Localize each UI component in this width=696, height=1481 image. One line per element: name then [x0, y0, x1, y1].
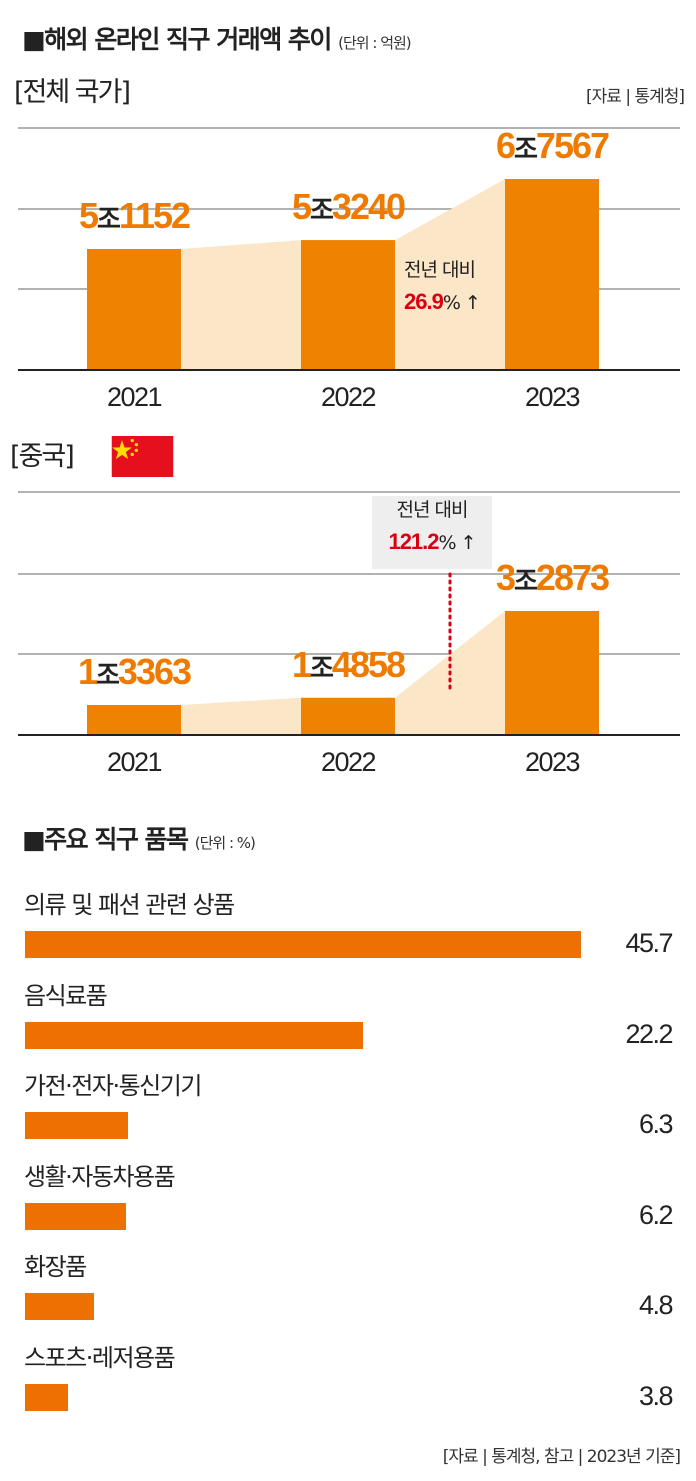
item-bar	[25, 931, 582, 958]
value-label-jo: 3	[495, 556, 516, 598]
value-label-jo: 1	[291, 643, 312, 685]
main-unit: (단위 : 억원)	[338, 34, 411, 52]
item-value: 22.2	[625, 1018, 673, 1049]
item-value: 45.7	[625, 928, 673, 958]
chart2-plot	[18, 491, 680, 736]
value-label-rest: 3363	[117, 650, 192, 692]
footer-source: [자료 | 통계청, 참고 | 2023년 기준]	[442, 1447, 681, 1467]
item-label: 생활·자동차용품	[24, 1162, 176, 1191]
chart1-annotation: 전년 대비 26.9% ↑	[404, 256, 481, 318]
chart3-title-text: ■주요 직구 품목	[22, 825, 189, 854]
value-label-jo: 5	[78, 194, 99, 236]
x-tick-label: 2023	[524, 747, 581, 777]
value-label-jo: 5	[291, 186, 312, 228]
bar-2023	[505, 610, 599, 735]
value-label-jo: 6	[495, 125, 516, 166]
item-value: 4.8	[638, 1290, 674, 1320]
chart1-plot	[18, 127, 680, 371]
item-bar	[25, 1112, 128, 1139]
value-label-joword: 조	[310, 195, 334, 226]
value-label-rest: 7567	[535, 125, 610, 166]
value-label-joword: 조	[514, 565, 538, 596]
chart3-unit: (단위 : %)	[194, 834, 256, 852]
chart1-title: [전체 국가]	[14, 77, 131, 108]
item-value: 3.8	[638, 1380, 674, 1411]
value-label-rest: 2873	[535, 556, 610, 598]
chart2-title: [중국]	[10, 441, 75, 472]
item-label: 음식료품	[24, 981, 108, 1010]
bar-2022	[301, 240, 395, 370]
bar-2021	[87, 704, 181, 735]
china-flag-icon	[111, 436, 174, 477]
item-bar	[25, 1293, 94, 1320]
annotation-pct: 26.9	[404, 288, 444, 314]
value-label-rest: 1152	[118, 194, 191, 236]
value-label-joword: 조	[514, 134, 538, 164]
value-label-joword: 조	[310, 652, 334, 683]
x-tick-label: 2022	[320, 747, 377, 777]
bar-2023	[505, 179, 599, 370]
value-label: 5조1152	[78, 194, 191, 237]
up-arrow-icon: ↑	[464, 291, 481, 314]
item-label: 스포츠·레저용품	[24, 1343, 176, 1372]
chart2-annotation: 전년 대비 121.2% ↑	[372, 496, 492, 569]
item-label: 의류 및 패션 관련 상품	[24, 891, 235, 919]
chart3-title: ■주요 직구 품목 (단위 : %)	[22, 820, 256, 856]
value-label-jo: 1	[77, 650, 98, 692]
annotation-text: 전년 대비	[404, 259, 476, 281]
item-bar	[25, 1383, 68, 1411]
x-tick-label: 2021	[106, 382, 163, 412]
x-tick-label: 2023	[524, 382, 581, 412]
annotation-text: 전년 대비	[396, 499, 469, 521]
value-label: 6조7567	[495, 125, 610, 167]
value-label: 1조3363	[77, 650, 192, 693]
value-label-rest: 3240	[331, 186, 406, 228]
value-label: 3조2873	[495, 556, 610, 599]
item-bar	[25, 1202, 126, 1230]
item-value: 6.2	[638, 1199, 674, 1230]
annotation-pct: 121.2	[388, 528, 439, 554]
up-arrow-icon: ↑	[460, 531, 477, 554]
x-tick-label: 2022	[320, 382, 377, 412]
value-label-rest: 4858	[331, 643, 406, 685]
value-label-joword: 조	[96, 659, 120, 690]
annotation-pct-unit: %	[438, 531, 457, 554]
value-label-joword: 조	[97, 203, 121, 234]
bar-2022	[301, 697, 395, 735]
item-label: 가전·전자·통신기기	[24, 1072, 202, 1100]
value-label: 1조4858	[291, 643, 406, 686]
chart1-source: [자료 | 통계청]	[586, 87, 685, 107]
bar-2021	[87, 248, 181, 370]
item-value: 6.3	[638, 1109, 674, 1139]
annotation-pct-unit: %	[442, 291, 461, 314]
value-label: 5조3240	[291, 186, 406, 228]
x-tick-label: 2021	[106, 747, 163, 777]
trend-area	[181, 610, 505, 735]
item-label: 화장품	[24, 1253, 87, 1281]
main-title-text: ■해외 온라인 직구 거래액 추이	[22, 25, 332, 54]
main-title: ■해외 온라인 직구 거래액 추이 (단위 : 억원)	[22, 20, 412, 56]
item-bar	[25, 1021, 363, 1049]
